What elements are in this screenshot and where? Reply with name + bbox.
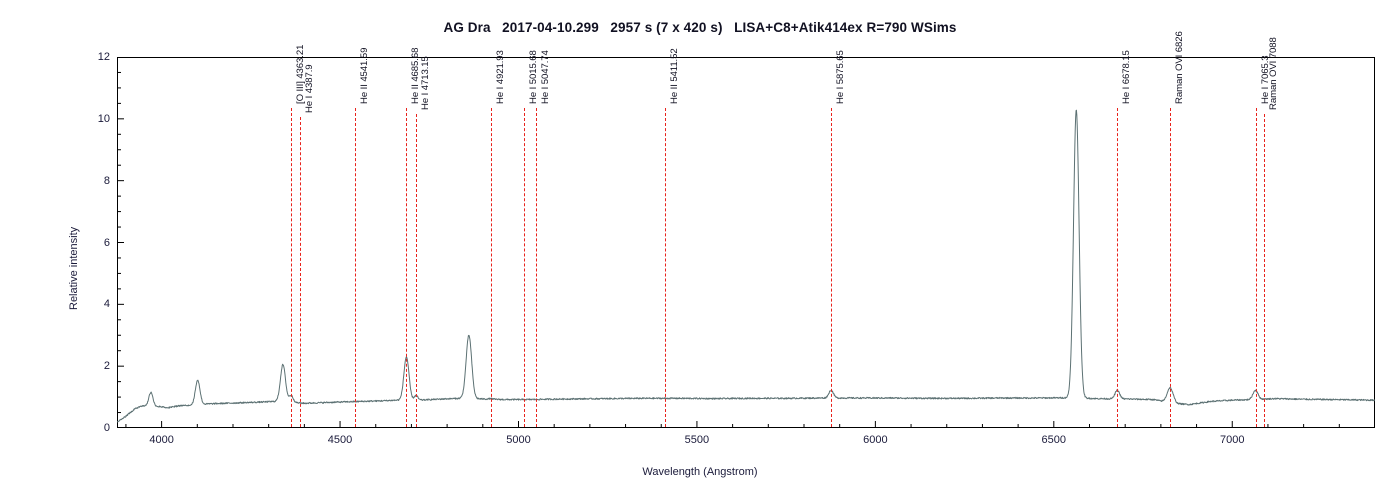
annotation-dashed-line xyxy=(665,108,667,427)
x-tick-label: 4000 xyxy=(149,434,174,446)
x-tick-label: 6000 xyxy=(863,434,888,446)
x-tick-label: 4500 xyxy=(327,434,353,446)
annotation-dashed-line xyxy=(524,108,526,427)
y-tick-label: 2 xyxy=(103,360,110,373)
annotation-dashed-line xyxy=(1263,114,1265,427)
annotation-dashed-line xyxy=(354,108,356,427)
page-title: AG Dra 2017-04-10.299 2957 s (7 x 420 s)… xyxy=(443,20,957,35)
annotation-dashed-line xyxy=(1170,108,1172,427)
annotation-dashed-line xyxy=(1255,108,1257,427)
y-tick-label: 12 xyxy=(97,51,110,63)
spectrum-plot-svg xyxy=(117,57,1375,428)
annotation-label: He II 4541.59 xyxy=(358,47,370,104)
x-tick-label: 7000 xyxy=(1219,434,1245,446)
annotation-label: He I 5047.74 xyxy=(539,50,551,104)
annotation-dashed-line xyxy=(300,117,302,427)
annotation-dashed-line xyxy=(416,114,418,427)
annotation-label: He I 4713.15 xyxy=(420,56,432,111)
plot-area: [O III] 4363.21 He I 4387.9 He II 4541.59 H… xyxy=(117,31,1375,428)
annotation-label: He I 4921.93 xyxy=(494,50,506,104)
y-tick-label: 8 xyxy=(103,174,110,187)
x-tick-label: 5000 xyxy=(506,434,531,446)
annotation-label: He II 5411.52 xyxy=(669,48,681,104)
annotation-label: He I 6678.15 xyxy=(1121,50,1133,104)
y-tick-label: 10 xyxy=(97,112,110,125)
x-tick-label: 6500 xyxy=(1041,434,1067,446)
annotation-dashed-line xyxy=(1117,108,1119,427)
annotation-label: Raman OVI 6826 xyxy=(1174,31,1186,104)
annotation-dashed-line xyxy=(535,108,537,427)
annotation-dashed-line xyxy=(291,108,293,427)
y-tick-label: 6 xyxy=(103,236,110,249)
annotation-dashed-line xyxy=(830,108,832,427)
annotation-dashed-line xyxy=(406,108,408,427)
y-axis-label: Relative intensity xyxy=(68,226,80,310)
y-tick-label: 0 xyxy=(103,422,110,434)
annotation-label: He I 4387.9 xyxy=(304,64,316,114)
x-tick-label: 5500 xyxy=(684,434,710,446)
annotation-label: He I 5015.68 xyxy=(528,50,540,104)
y-tick-label: 4 xyxy=(103,298,110,311)
annotation-label: He I 5875.65 xyxy=(834,50,846,104)
annotation-label: Raman OVI 7088 xyxy=(1267,37,1279,111)
x-axis-label: Wavelength (Angstrom) xyxy=(642,466,758,478)
annotation-dashed-line xyxy=(490,108,492,427)
